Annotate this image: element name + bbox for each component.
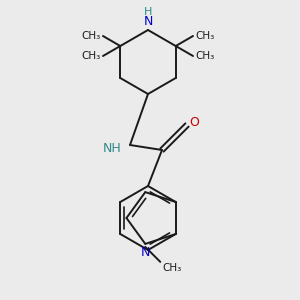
Text: CH₃: CH₃ [82,51,101,61]
Text: N: N [141,246,150,259]
Text: CH₃: CH₃ [195,51,214,61]
Text: CH₃: CH₃ [195,31,214,41]
Text: N: N [143,15,153,28]
Text: H: H [144,7,152,17]
Text: CH₃: CH₃ [162,263,182,273]
Text: CH₃: CH₃ [82,31,101,41]
Text: NH: NH [103,142,122,154]
Text: O: O [189,116,199,128]
